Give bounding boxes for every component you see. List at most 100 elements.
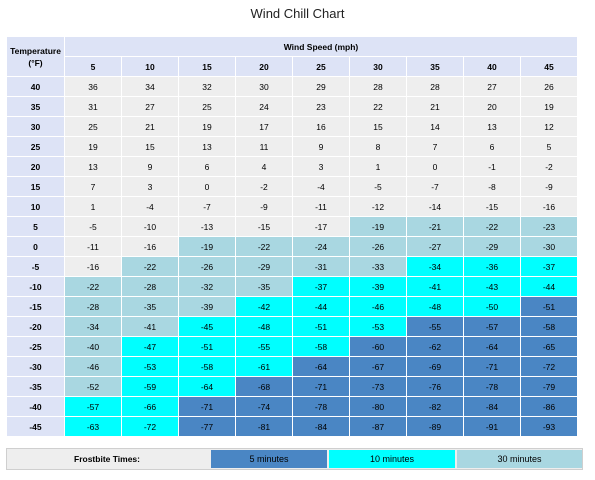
table-row: 30 25 21 19 17 16 15 14 13 12 (6, 116, 578, 137)
wind-speed-label: 45 (520, 56, 578, 77)
wind-chill-cell: 36 (64, 76, 122, 97)
wind-chill-cell: -22 (121, 256, 179, 277)
wind-chill-cell: -53 (349, 316, 407, 337)
wind-chill-cell: -58 (520, 316, 578, 337)
table-row: -35 -52 -59 -64 -68 -71 -73 -76 -78 -79 (6, 376, 578, 397)
table-row: 0 -11 -16 -19 -22 -24 -26 -27 -29 -30 (6, 236, 578, 257)
wind-chill-cell: -55 (235, 336, 293, 357)
table-row: -45 -63 -72 -77 -81 -84 -87 -89 -91 -93 (6, 416, 578, 437)
wind-chill-cell: -51 (292, 316, 350, 337)
wind-chill-cell: 16 (292, 116, 350, 137)
table-row: 40 36 34 32 30 29 28 28 27 26 (6, 76, 578, 97)
wind-chill-cell: -22 (463, 216, 521, 237)
wind-chill-cell: -63 (64, 416, 122, 437)
wind-chill-cell: -9 (520, 176, 578, 197)
wind-chill-cell: 26 (520, 76, 578, 97)
wind-chill-cell: -21 (406, 216, 464, 237)
wind-chill-cell: -13 (178, 216, 236, 237)
table-row: -40 -57 -66 -71 -74 -78 -80 -82 -84 -86 (6, 396, 578, 417)
temperature-label: -45 (6, 416, 65, 437)
wind-chill-cell: -5 (64, 216, 122, 237)
wind-chill-cell: -31 (292, 256, 350, 277)
wind-chill-cell: -80 (349, 396, 407, 417)
wind-chill-cell: -58 (178, 356, 236, 377)
wind-chill-cell: 7 (406, 136, 464, 157)
wind-chill-cell: -39 (349, 276, 407, 297)
wind-chill-cell: 7 (64, 176, 122, 197)
table-row: -20 -34 -41 -45 -48 -51 -53 -55 -57 -58 (6, 316, 578, 337)
wind-chill-cell: -91 (463, 416, 521, 437)
wind-chill-cell: -50 (463, 296, 521, 317)
wind-chill-cell: 27 (121, 96, 179, 117)
wind-chill-cell: -46 (64, 356, 122, 377)
wind-chill-cell: -58 (292, 336, 350, 357)
wind-chill-cell: -84 (292, 416, 350, 437)
wind-chill-cell: -64 (463, 336, 521, 357)
wind-chill-cell: -36 (463, 256, 521, 277)
wind-chill-cell: -59 (121, 376, 179, 397)
temperature-label: -35 (6, 376, 65, 397)
wind-chill-cell: -42 (235, 296, 293, 317)
wind-chill-cell: -78 (292, 396, 350, 417)
wind-chill-cell: -47 (121, 336, 179, 357)
wind-chill-cell: -84 (463, 396, 521, 417)
wind-chill-cell: 28 (349, 76, 407, 97)
wind-chill-cell: -19 (178, 236, 236, 257)
wind-chill-cell: 9 (121, 156, 179, 177)
temperature-label: -40 (6, 396, 65, 417)
wind-chill-cell: -77 (178, 416, 236, 437)
temperature-label: -30 (6, 356, 65, 377)
wind-chill-cell: 21 (406, 96, 464, 117)
wind-chill-cell: -23 (520, 216, 578, 237)
wind-chill-cell: -87 (349, 416, 407, 437)
wind-chill-cell: -7 (406, 176, 464, 197)
wind-chill-cell: -69 (406, 356, 464, 377)
wind-chill-cell: -44 (292, 296, 350, 317)
wind-chill-cell: -33 (349, 256, 407, 277)
wind-chill-cell: 3 (121, 176, 179, 197)
wind-chill-cell: 3 (292, 156, 350, 177)
wind-speed-label: 10 (121, 56, 179, 77)
wind-chill-cell: -39 (178, 296, 236, 317)
wind-chill-cell: -40 (64, 336, 122, 357)
frostbite-legend: Frostbite Times: 5 minutes 10 minutes 30… (6, 448, 583, 470)
wind-chill-cell: -16 (520, 196, 578, 217)
wind-chill-cell: -71 (178, 396, 236, 417)
table-row: 25 19 15 13 11 9 8 7 6 5 (6, 136, 578, 157)
wind-chill-cell: -64 (292, 356, 350, 377)
wind-chill-cell: 31 (64, 96, 122, 117)
wind-chill-cell: -4 (121, 196, 179, 217)
temperature-label: 20 (6, 156, 65, 177)
table-row: 35 31 27 25 24 23 22 21 20 19 (6, 96, 578, 117)
wind-chill-cell: 19 (520, 96, 578, 117)
wind-chill-cell: -64 (178, 376, 236, 397)
wind-chill-cell: -2 (520, 156, 578, 177)
wind-chill-cell: -72 (520, 356, 578, 377)
wind-chill-cell: -71 (292, 376, 350, 397)
wind-chill-cell: -28 (121, 276, 179, 297)
wind-chill-cell: -22 (64, 276, 122, 297)
wind-speed-label: 5 (64, 56, 122, 77)
table-row: -25 -40 -47 -51 -55 -58 -60 -62 -64 -65 (6, 336, 578, 357)
wind-chill-cell: -41 (121, 316, 179, 337)
table-row: 15 7 3 0 -2 -4 -5 -7 -8 -9 (6, 176, 578, 197)
header-row: Temperature (°F) Wind Speed (mph) (6, 36, 578, 77)
temperature-header: Temperature (°F) (6, 36, 65, 77)
wind-chill-cell: -37 (520, 256, 578, 277)
wind-chill-cell: -46 (349, 296, 407, 317)
wind-chill-cell: 22 (349, 96, 407, 117)
table-row: -30 -46 -53 -58 -61 -64 -67 -69 -71 -72 (6, 356, 578, 377)
wind-chill-cell: -86 (520, 396, 578, 417)
wind-chill-cell: 0 (178, 176, 236, 197)
wind-chill-cell: 23 (292, 96, 350, 117)
wind-chill-cell: -61 (235, 356, 293, 377)
chart-title: Wind Chill Chart (250, 6, 345, 21)
wind-chill-cell: 30 (235, 76, 293, 97)
table-row: 5 -5 -10 -13 -15 -17 -19 -21 -22 -23 (6, 216, 578, 237)
wind-chill-cell: 1 (64, 196, 122, 217)
wind-chill-cell: -66 (121, 396, 179, 417)
wind-chill-cell: 5 (520, 136, 578, 157)
wind-chill-cell: -57 (463, 316, 521, 337)
temperature-label: 35 (6, 96, 65, 117)
wind-chill-cell: -16 (64, 256, 122, 277)
